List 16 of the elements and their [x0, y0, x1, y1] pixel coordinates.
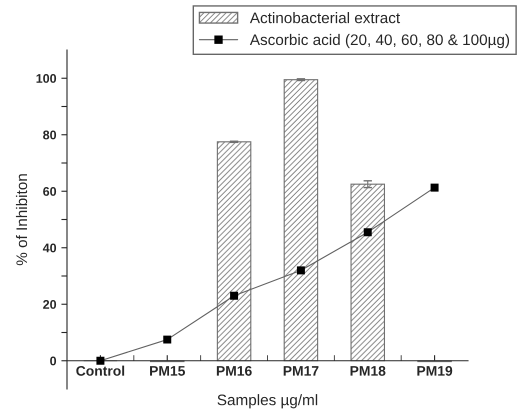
- legend-label: Actinobacterial extract: [250, 12, 400, 24]
- x-tick-label: PM17: [284, 366, 318, 376]
- y-tick-label: 80: [43, 130, 56, 140]
- x-axis-title: Samples µg/ml: [218, 394, 318, 408]
- y-tick-label: 0: [50, 356, 56, 366]
- y-tick-label: 20: [43, 300, 56, 309]
- y-axis-title: % of Inhibiton: [16, 174, 28, 266]
- y-tick-label: 60: [43, 187, 56, 196]
- x-tick-label: Control: [76, 366, 124, 376]
- y-tick-label: 100: [36, 74, 56, 83]
- y-tick-label: 40: [42, 244, 56, 252]
- x-tick-label: PM16: [216, 366, 252, 376]
- legend-label: Ascorbic acid (20, 40, 60, 80 & 100µg): [250, 34, 510, 48]
- x-tick-label: PM19: [417, 366, 452, 376]
- x-tick-label: PM15: [150, 366, 186, 376]
- x-tick-label: PM18: [350, 366, 386, 376]
